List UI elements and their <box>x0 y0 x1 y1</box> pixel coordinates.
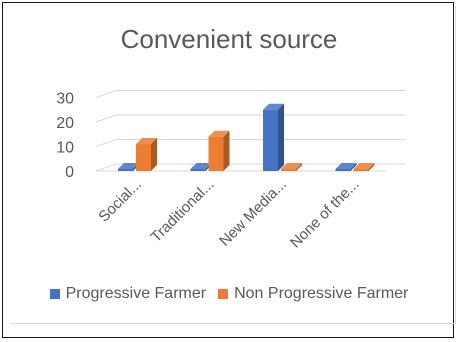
bar-0-0-top <box>118 163 139 169</box>
x-category-label-3: None of the... <box>287 176 363 252</box>
bar-0-3-front <box>335 169 351 171</box>
x-category-label-0: Social... <box>95 176 145 226</box>
legend-swatch-non-progressive <box>218 289 229 299</box>
y-tick-label-10: 10 <box>56 140 74 157</box>
y-tick-label-30: 30 <box>56 91 74 108</box>
bar-0-2-top <box>263 103 284 110</box>
grid-diagonal-30 <box>95 90 117 98</box>
x-category-label-2: New Media... <box>216 176 290 250</box>
chart-area-border <box>10 6 456 324</box>
y-tick-label-0: 0 <box>65 164 74 181</box>
legend-label-non-progressive: Non Progressive Farmer <box>234 285 409 302</box>
bar-0-1-top <box>190 163 212 169</box>
x-category-label-1: Traditional... <box>148 176 218 246</box>
bar-0-1-front <box>190 169 206 171</box>
chart-frame <box>2 2 454 338</box>
bar-0-2-side <box>278 103 284 171</box>
legend-item-progressive: Progressive Farmer <box>49 285 207 303</box>
chart-title: Convenient source <box>120 24 338 54</box>
bar-1-2-top <box>281 163 302 169</box>
bar-1-3-top <box>353 163 375 169</box>
bar-1-2-front <box>281 169 296 171</box>
grid-diagonal-20 <box>95 114 117 123</box>
legend-item-non-progressive: Non Progressive Farmer <box>218 285 408 303</box>
bar-1-1-front <box>208 136 224 171</box>
grid-diagonal-0 <box>95 163 117 172</box>
y-tick-label-20: 20 <box>56 115 74 132</box>
bar-1-0-front <box>136 144 151 171</box>
bar-1-0-side <box>151 138 157 171</box>
bar-1-0-top <box>136 138 157 145</box>
bar-0-3-top <box>335 163 357 169</box>
legend-swatch-progressive <box>49 289 60 299</box>
bar-0-2-front <box>263 109 278 171</box>
bar-1-1-side <box>223 130 230 171</box>
grid-diagonal-10 <box>95 139 117 147</box>
bar-0-3-side <box>350 163 357 171</box>
bar-1-3-side <box>368 163 375 171</box>
bar-0-0-front <box>118 169 133 171</box>
bar-1-1-top <box>208 130 230 137</box>
bar-1-3-front <box>353 169 369 171</box>
legend-label-progressive: Progressive Farmer <box>65 285 207 302</box>
bar-1-2-side <box>296 163 302 171</box>
chart-legend: Progressive Farmer Non Progressive Farme… <box>0 285 458 303</box>
